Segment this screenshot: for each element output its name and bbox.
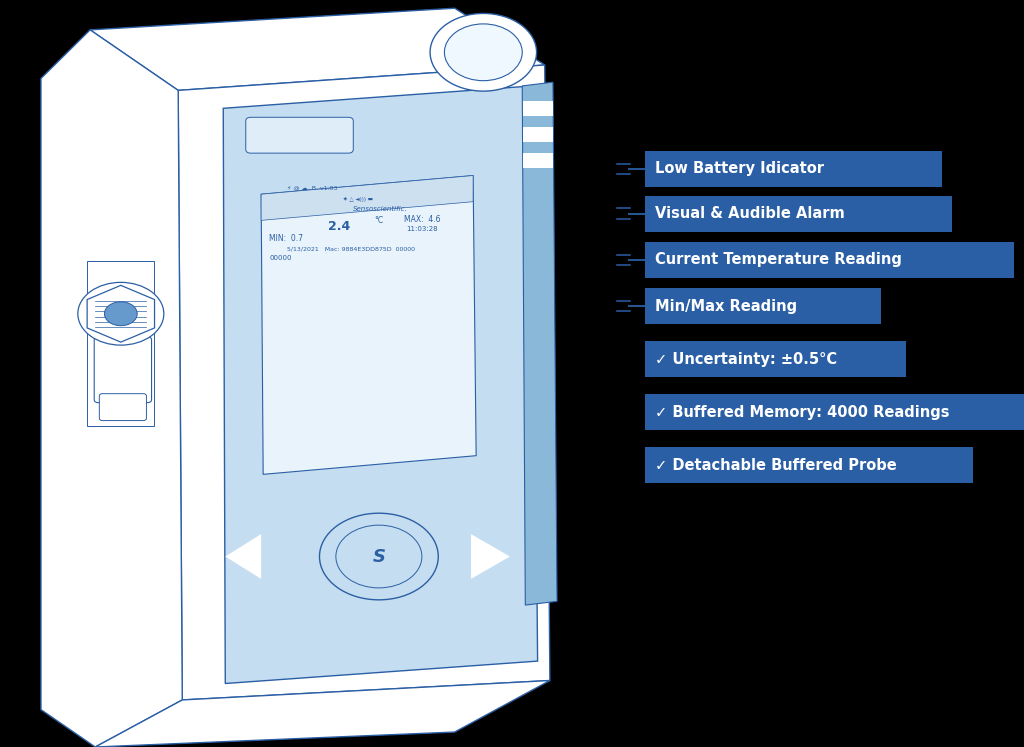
Text: ✓ Uncertainty: ±0.5°C: ✓ Uncertainty: ±0.5°C xyxy=(655,352,838,367)
Polygon shape xyxy=(90,8,545,90)
Circle shape xyxy=(78,282,164,345)
Circle shape xyxy=(104,302,137,326)
Text: ✦ △ ◄))) ▬: ✦ △ ◄))) ▬ xyxy=(343,196,373,202)
FancyBboxPatch shape xyxy=(99,394,146,421)
Polygon shape xyxy=(523,127,553,142)
Text: °C: °C xyxy=(374,216,383,225)
Polygon shape xyxy=(523,153,553,168)
Text: MIN:  0.7: MIN: 0.7 xyxy=(269,234,303,243)
Circle shape xyxy=(336,525,422,588)
FancyBboxPatch shape xyxy=(645,394,1024,430)
Polygon shape xyxy=(523,101,553,116)
FancyBboxPatch shape xyxy=(645,288,881,324)
Circle shape xyxy=(444,24,522,81)
Circle shape xyxy=(319,513,438,600)
Polygon shape xyxy=(87,261,154,426)
Polygon shape xyxy=(87,285,155,342)
Text: 11:03:28: 11:03:28 xyxy=(407,226,438,232)
Circle shape xyxy=(430,13,537,91)
Text: Min/Max Reading: Min/Max Reading xyxy=(655,299,798,314)
Polygon shape xyxy=(261,176,473,220)
FancyBboxPatch shape xyxy=(645,151,942,187)
Text: ✓ Buffered Memory: 4000 Readings: ✓ Buffered Memory: 4000 Readings xyxy=(655,405,950,420)
Text: Sensoscientific.: Sensoscientific. xyxy=(353,206,408,212)
FancyBboxPatch shape xyxy=(94,337,152,403)
Text: 5/13/2021   Mac: 9884E3DD875D  00000: 5/13/2021 Mac: 9884E3DD875D 00000 xyxy=(287,247,415,251)
Text: Low Battery Idicator: Low Battery Idicator xyxy=(655,161,824,176)
Text: 00000: 00000 xyxy=(269,255,292,261)
Polygon shape xyxy=(95,681,550,747)
Text: S: S xyxy=(373,548,385,565)
Polygon shape xyxy=(471,534,510,579)
Text: Visual & Audible Alarm: Visual & Audible Alarm xyxy=(655,206,845,221)
Polygon shape xyxy=(522,82,557,605)
FancyBboxPatch shape xyxy=(645,447,973,483)
Polygon shape xyxy=(178,65,550,700)
Polygon shape xyxy=(225,534,261,579)
Text: MAX:  4.6: MAX: 4.6 xyxy=(404,215,441,224)
Text: 2.4: 2.4 xyxy=(328,220,350,233)
Text: ✓ Detachable Buffered Probe: ✓ Detachable Buffered Probe xyxy=(655,458,897,473)
Polygon shape xyxy=(41,30,182,747)
Polygon shape xyxy=(223,86,538,684)
FancyBboxPatch shape xyxy=(645,341,906,377)
Text: ⚡ @ ☁  B  v1.03: ⚡ @ ☁ B v1.03 xyxy=(287,186,337,190)
FancyBboxPatch shape xyxy=(645,242,1014,278)
Polygon shape xyxy=(261,176,476,474)
Text: Current Temperature Reading: Current Temperature Reading xyxy=(655,252,902,267)
FancyBboxPatch shape xyxy=(645,196,952,232)
FancyBboxPatch shape xyxy=(246,117,353,153)
